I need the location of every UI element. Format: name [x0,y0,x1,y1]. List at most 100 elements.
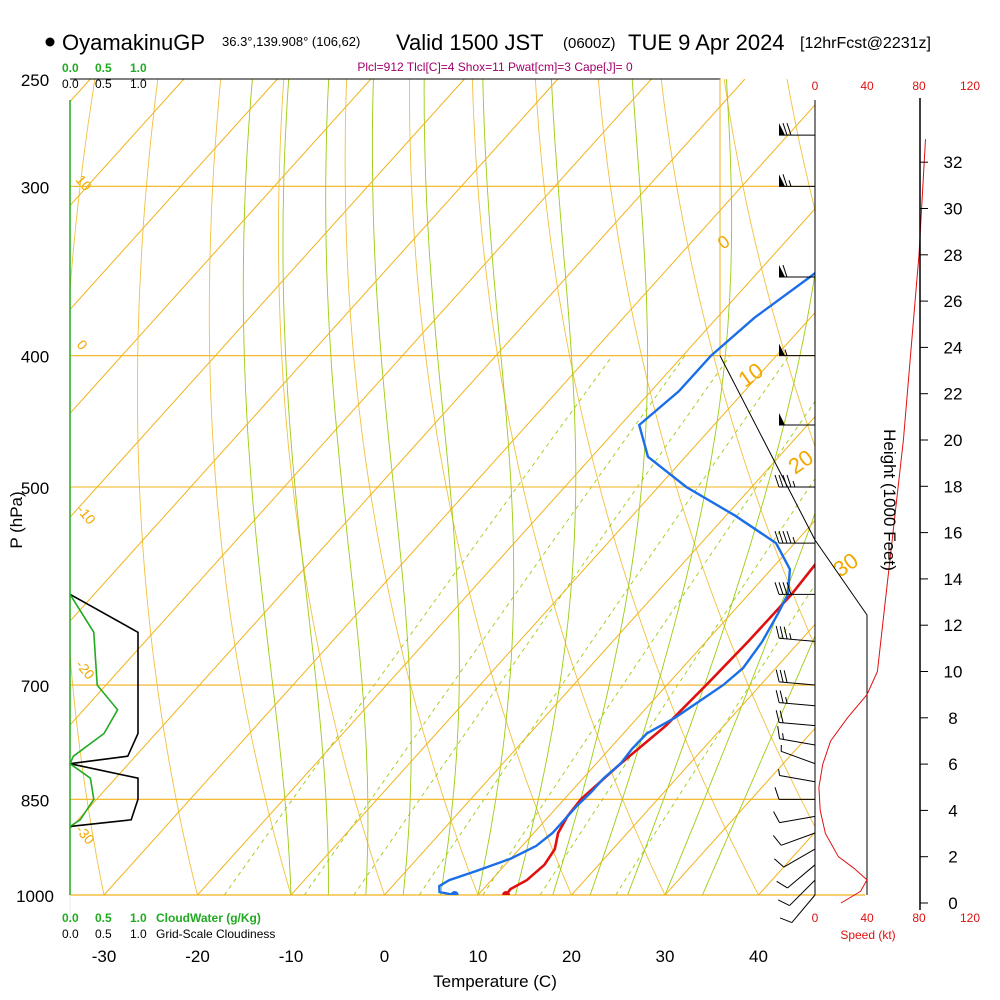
wind-barb-feather [782,582,788,595]
dry-adiabat-line [409,79,572,895]
isotherm-label: 0 [74,337,91,353]
temperature-tick-label: 20 [562,947,581,966]
wind-barb [780,745,816,765]
wind-barb-feather [779,690,784,704]
isotherm-label: -20 [73,657,98,683]
wind-barb-feather [775,690,780,703]
speed-axis-tick-top: 0 [812,79,819,93]
temperature-axis-label: Temperature (C) [433,972,557,991]
wind-barb-feather [783,670,788,683]
temperature-tick-label: -10 [279,947,304,966]
wind-barb-feather [782,474,788,488]
forecast-date: TUE 9 Apr 2024 [628,30,785,55]
wind-barb-shaft [781,832,816,846]
dry-adiabat-line [471,79,666,895]
isotherm-line [664,727,815,895]
wind-barb-flag [779,265,785,278]
mixing-ratio-line [353,355,731,895]
dry-adiabat-line [344,79,479,895]
header: OyamakinuGP 36.3°,139.908° (106,62) Vali… [45,30,931,74]
height-tick-label: 6 [948,755,957,774]
wind-barb [779,343,815,357]
moist-adiabat-line [477,79,515,895]
isotherm-line [70,79,372,415]
wind-barb-shaft [779,681,816,686]
temperature-line [505,562,815,895]
wind-barb-shaft [791,894,816,923]
speed-panel-frame [814,539,868,895]
cloudwater-line [68,593,119,828]
dry-adiabat-line [137,79,198,895]
wind-barb-shaft [781,750,816,765]
cloudiness-axis-tick-top: 0.5 [95,77,112,91]
wind-barb-feather [786,474,792,488]
wind-barb [774,474,815,488]
speed-axis-tick-top: 40 [860,79,874,93]
height-tick-label: 20 [944,431,963,450]
height-tick-label: 28 [944,246,963,265]
wind-barb-feather [778,474,784,488]
isotherm-label: 20 [784,445,818,480]
wind-barb-half-feather [785,697,788,704]
height-axis-label: Height (1000 Feet) [880,429,899,571]
temperature-tick-label: -30 [92,947,117,966]
wind-barb [774,582,815,595]
wind-barb [778,879,816,907]
wind-barb [774,848,816,868]
cloudiness-line [69,593,139,828]
wind-barb [775,690,816,707]
cloudiness-axis-tick-bottom: 0.5 [95,927,112,941]
pressure-tick-label: 700 [21,677,49,696]
wind-barb [779,412,815,426]
dewpoint-line [438,271,815,895]
isotherm-label: 10 [73,172,95,194]
stability-indices: Plcl=912 Tlcl[C]=4 Shox=11 Pwat[cm]=3 Ca… [357,60,633,74]
isotherm-label: 30 [829,548,863,583]
moist-adiabat-line [514,79,577,895]
mixing-ratio-line [223,355,613,895]
mixing-ratio-label: 20 [613,894,636,917]
speed-axis-tick-bottom: 0 [812,911,819,925]
moist-adiabat-line [552,79,649,895]
speed-axis-tick-bottom: 80 [912,911,926,925]
wind-barb [775,625,816,642]
wind-barb-flag [779,123,785,136]
wind-barb [779,894,816,924]
speed-axis-tick-top: 80 [912,79,926,93]
wind-barb-half-feather [788,180,792,187]
temperature-tick-label: 30 [656,947,675,966]
wind-barb-shaft [789,879,816,906]
moist-adiabat-line [371,79,412,895]
wind-barb [774,787,815,800]
wind-barb [779,264,815,278]
wind-barb-feather [777,726,781,739]
valid-time: Valid 1500 JST [396,30,544,55]
isotherm-label: -10 [74,502,99,528]
cloudiness-axis-tick-bottom: 1.0 [130,927,147,941]
pressure-tick-label: 300 [21,178,49,197]
height-tick-label: 22 [944,385,963,404]
height-tick-label: 8 [948,709,957,728]
cloud-panel: 0.0 0.0 0.0 0.0 0.5 0.5 0.5 0.5 1.0 1.0 1.0 1.0 Clou… [62,61,275,941]
height-tick-label: 10 [944,663,963,682]
mixing-ratio-label: 3 [353,900,370,916]
pressure-axis-label: P (hPa) [7,491,26,548]
cloudwater-axis-tick-bottom: 1.0 [130,911,147,925]
moist-adiabat-line [589,79,733,895]
pressure-tick-label: 400 [21,348,49,367]
cloudwater-axis-tick-top: 1.0 [130,61,147,75]
wind-barb-feather [775,625,780,639]
wind-barb [776,864,816,889]
wind-barb-feather [782,264,788,278]
wind-barb [774,530,815,544]
wind-barb-feather [778,899,790,907]
wind-barb-half-feather [784,349,788,356]
mixing-ratio-label: 12 [538,894,560,916]
wind-barb-feather [774,474,780,488]
dry-adiabat-line [70,79,105,895]
wind-barb-feather [786,122,792,136]
moist-adiabat-line [423,79,460,895]
moist-adiabat-line [325,79,369,895]
